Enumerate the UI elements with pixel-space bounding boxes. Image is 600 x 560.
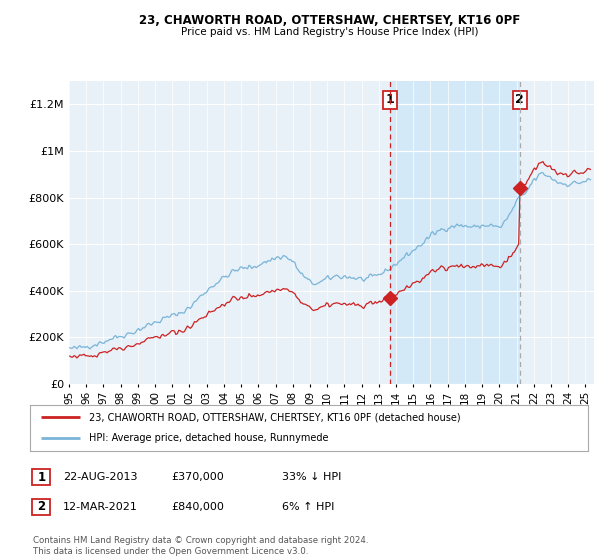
Text: Contains HM Land Registry data © Crown copyright and database right 2024.
This d: Contains HM Land Registry data © Crown c… xyxy=(33,536,368,556)
Text: 33% ↓ HPI: 33% ↓ HPI xyxy=(282,472,341,482)
Text: 2: 2 xyxy=(37,500,46,514)
Text: 22-AUG-2013: 22-AUG-2013 xyxy=(63,472,137,482)
Text: £370,000: £370,000 xyxy=(171,472,224,482)
Text: 23, CHAWORTH ROAD, OTTERSHAW, CHERTSEY, KT16 0PF: 23, CHAWORTH ROAD, OTTERSHAW, CHERTSEY, … xyxy=(139,14,521,27)
Text: Price paid vs. HM Land Registry's House Price Index (HPI): Price paid vs. HM Land Registry's House … xyxy=(181,27,479,38)
Text: 1: 1 xyxy=(37,470,46,484)
Bar xyxy=(390,81,520,384)
Text: 2: 2 xyxy=(515,94,524,106)
Text: 12-MAR-2021: 12-MAR-2021 xyxy=(63,502,138,512)
Text: 6% ↑ HPI: 6% ↑ HPI xyxy=(282,502,334,512)
Text: £840,000: £840,000 xyxy=(171,502,224,512)
Text: 1: 1 xyxy=(386,94,394,106)
Text: 23, CHAWORTH ROAD, OTTERSHAW, CHERTSEY, KT16 0PF (detached house): 23, CHAWORTH ROAD, OTTERSHAW, CHERTSEY, … xyxy=(89,412,460,422)
Text: HPI: Average price, detached house, Runnymede: HPI: Average price, detached house, Runn… xyxy=(89,433,328,444)
